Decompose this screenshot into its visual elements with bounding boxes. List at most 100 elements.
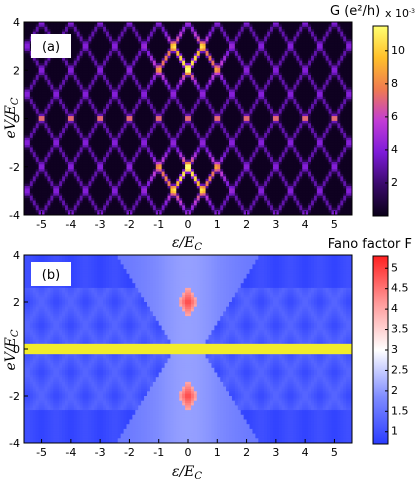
heatmap-cell bbox=[340, 46, 344, 50]
heatmap-cell bbox=[299, 58, 303, 62]
heatmap-cell bbox=[91, 75, 95, 79]
heatmap-cell bbox=[223, 75, 227, 79]
heatmap-cell bbox=[202, 53, 207, 57]
heatmap-cell bbox=[176, 79, 180, 83]
heatmap-cell bbox=[29, 89, 34, 93]
heatmap-cell bbox=[334, 41, 338, 45]
heatmap-cell bbox=[76, 58, 81, 62]
heatmap-cell bbox=[193, 29, 198, 33]
heatmap-cell bbox=[313, 53, 318, 57]
heatmap-cell bbox=[340, 111, 344, 115]
heatmap-cell bbox=[255, 48, 259, 52]
heatmap-cell bbox=[240, 104, 245, 108]
heatmap-cell bbox=[255, 70, 259, 74]
heatmap-cell bbox=[167, 72, 172, 76]
heatmap-cell bbox=[293, 63, 297, 67]
heatmap-cell bbox=[261, 108, 265, 112]
heatmap-cell bbox=[32, 31, 37, 35]
heatmap-cell bbox=[152, 24, 157, 28]
heatmap-cell bbox=[111, 60, 116, 64]
heatmap-cell bbox=[173, 36, 177, 40]
heatmap-cell bbox=[243, 41, 248, 45]
heatmap-cell bbox=[88, 75, 92, 79]
heatmap-cell bbox=[302, 65, 306, 69]
heatmap-cell bbox=[340, 58, 344, 62]
heatmap-cell bbox=[185, 94, 189, 98]
heatmap-cell bbox=[82, 99, 87, 103]
heatmap-cell bbox=[229, 43, 233, 47]
heatmap-cell bbox=[176, 38, 180, 42]
heatmap-cell bbox=[85, 99, 90, 103]
heatmap-cell bbox=[182, 99, 186, 103]
heatmap-cell bbox=[141, 84, 145, 88]
heatmap-cell bbox=[167, 43, 172, 47]
heatmap-cell bbox=[270, 111, 274, 115]
heatmap-cell bbox=[261, 22, 265, 26]
heatmap-cell bbox=[50, 31, 54, 35]
heatmap-cell bbox=[190, 89, 195, 93]
heatmap-cell bbox=[199, 77, 204, 81]
heatmap-cell bbox=[67, 70, 72, 74]
heatmap-cell bbox=[47, 111, 51, 115]
heatmap-cell bbox=[217, 46, 221, 50]
heatmap-cell bbox=[325, 94, 330, 98]
heatmap-cell bbox=[155, 108, 160, 112]
heatmap-cell bbox=[311, 82, 315, 86]
heatmap-cell bbox=[252, 67, 256, 71]
heatmap-cell bbox=[53, 101, 57, 105]
heatmap-cell bbox=[94, 72, 98, 76]
heatmap-cell bbox=[302, 34, 306, 38]
heatmap-cell bbox=[158, 99, 163, 103]
heatmap-cell bbox=[85, 65, 90, 69]
heatmap-cell bbox=[278, 31, 283, 35]
heatmap-cell bbox=[255, 87, 259, 91]
heatmap-cell bbox=[120, 94, 125, 98]
heatmap-cell bbox=[328, 89, 333, 93]
heatmap-cell bbox=[176, 101, 180, 105]
heatmap-cell bbox=[149, 60, 154, 64]
heatmap-cell bbox=[226, 50, 230, 54]
heatmap-cell bbox=[328, 79, 333, 83]
heatmap-cell bbox=[73, 22, 78, 26]
heatmap-cell bbox=[164, 70, 169, 74]
heatmap-cell bbox=[193, 43, 198, 47]
heatmap-cell bbox=[331, 41, 336, 45]
heatmap-cell bbox=[217, 87, 221, 91]
heatmap-cell bbox=[126, 34, 131, 38]
heatmap-cell bbox=[199, 89, 204, 93]
heatmap-cell bbox=[316, 60, 321, 64]
heatmap-cell bbox=[35, 94, 40, 98]
heatmap-cell bbox=[255, 111, 259, 115]
heatmap-cell bbox=[302, 53, 306, 57]
heatmap-cell bbox=[275, 70, 280, 74]
heatmap-cell bbox=[349, 113, 352, 117]
heatmap-cell bbox=[278, 38, 283, 42]
heatmap-cell bbox=[94, 84, 98, 88]
heatmap-cell bbox=[67, 26, 72, 30]
heatmap-cell bbox=[223, 34, 227, 38]
heatmap-cell bbox=[278, 46, 283, 50]
heatmap-cell bbox=[173, 26, 177, 30]
heatmap-cell bbox=[97, 50, 101, 54]
heatmap-cell bbox=[149, 26, 154, 30]
heatmap-cell bbox=[299, 26, 303, 30]
heatmap-cell bbox=[106, 106, 110, 110]
heatmap-cell bbox=[47, 65, 51, 69]
heatmap-cell bbox=[337, 36, 341, 40]
heatmap-cell bbox=[82, 29, 87, 33]
heatmap-cell bbox=[73, 113, 78, 117]
heatmap-cell bbox=[167, 65, 172, 69]
heatmap-cell bbox=[149, 116, 154, 120]
heatmap-cell bbox=[305, 84, 309, 88]
heatmap-cell bbox=[275, 113, 280, 117]
heatmap-cell bbox=[334, 77, 338, 81]
heatmap-cell bbox=[62, 87, 66, 91]
heatmap-cell bbox=[220, 94, 224, 98]
heatmap-cell bbox=[100, 113, 104, 117]
heatmap-cell bbox=[319, 36, 324, 40]
heatmap-cell bbox=[111, 22, 116, 26]
heatmap-cell bbox=[255, 106, 259, 110]
heatmap-cell bbox=[214, 55, 218, 59]
heatmap-cell bbox=[29, 63, 34, 67]
heatmap-cell bbox=[231, 36, 236, 40]
